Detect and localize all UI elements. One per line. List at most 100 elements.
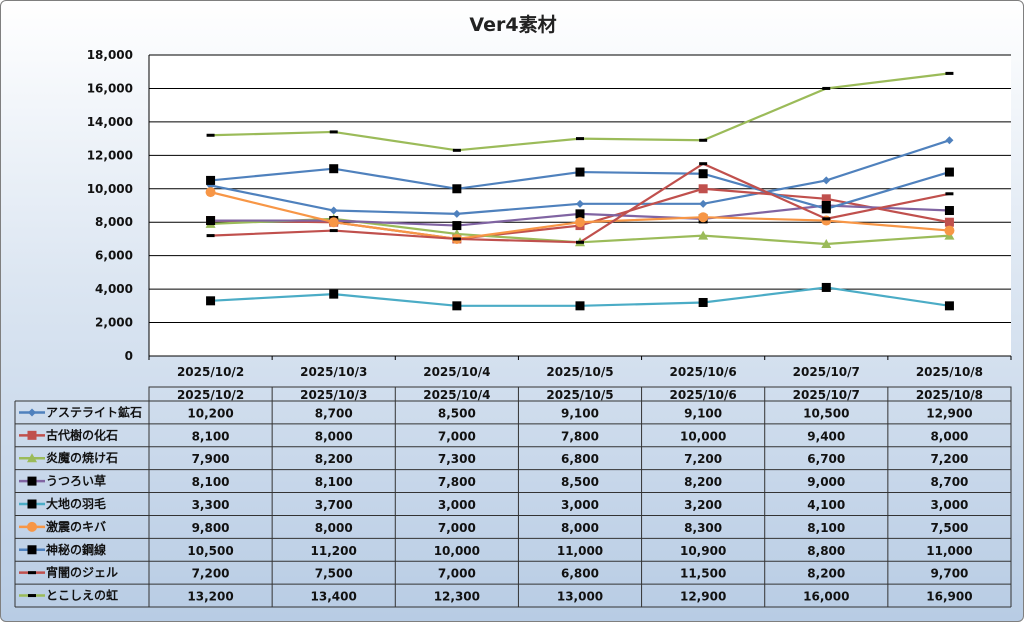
table-cell: 6,700 bbox=[807, 452, 845, 466]
table-cell: 9,100 bbox=[684, 406, 722, 420]
data-point bbox=[944, 206, 954, 216]
y-tick-label: 18,000 bbox=[87, 48, 133, 62]
table-row-label: とこしえの虹 bbox=[46, 588, 118, 603]
legend-key-marker bbox=[28, 571, 36, 575]
data-point bbox=[698, 297, 708, 307]
table-row-label: 大地の羽毛 bbox=[46, 496, 106, 511]
data-point bbox=[699, 138, 708, 142]
series-6 bbox=[206, 164, 954, 214]
x-tick-label: 2025/10/7 bbox=[793, 365, 860, 379]
legend-key-marker bbox=[27, 476, 37, 486]
data-point bbox=[452, 221, 462, 231]
table-row-label: 古代樹の化石 bbox=[46, 427, 118, 442]
data-point bbox=[821, 194, 831, 204]
data-point bbox=[452, 209, 461, 218]
table-cell: 8,700 bbox=[930, 475, 968, 489]
table-cell: 8,200 bbox=[684, 475, 722, 489]
data-point bbox=[821, 238, 832, 248]
table-cell: 7,200 bbox=[192, 567, 230, 581]
table-header-cell: 2025/10/6 bbox=[670, 388, 737, 402]
data-point bbox=[944, 225, 955, 236]
data-point bbox=[699, 199, 708, 208]
data-point bbox=[452, 148, 461, 152]
data-point bbox=[206, 175, 216, 185]
data-point bbox=[206, 133, 215, 137]
table-header-cell: 2025/10/4 bbox=[423, 388, 490, 402]
series-8 bbox=[206, 71, 954, 152]
table-cell: 16,000 bbox=[803, 590, 849, 604]
legend-key-marker bbox=[27, 453, 37, 463]
data-point bbox=[576, 199, 584, 208]
table-cell: 12,900 bbox=[680, 590, 726, 604]
data-point bbox=[944, 217, 954, 227]
data-point bbox=[205, 187, 216, 198]
table-header-cell: 2025/10/8 bbox=[916, 388, 983, 402]
table-cell: 13,200 bbox=[187, 590, 233, 604]
y-tick-label: 4,000 bbox=[95, 282, 133, 296]
series-0 bbox=[206, 136, 954, 218]
table-cell: 13,000 bbox=[557, 590, 603, 604]
data-point bbox=[945, 71, 954, 75]
table-cell: 9,100 bbox=[561, 406, 599, 420]
table-row-label: アステライト鉱石 bbox=[46, 404, 142, 419]
table-cell: 9,000 bbox=[807, 475, 845, 489]
table-header-cell: 2025/10/2 bbox=[177, 388, 244, 402]
data-point bbox=[698, 212, 709, 223]
data-point bbox=[206, 216, 216, 226]
table-cell: 7,800 bbox=[561, 429, 599, 443]
table-cell: 7,200 bbox=[684, 452, 722, 466]
table-cell: 3,700 bbox=[315, 498, 353, 512]
table-cell: 11,000 bbox=[557, 544, 603, 558]
table-cell: 8,200 bbox=[807, 567, 845, 581]
table-cell: 6,800 bbox=[561, 452, 599, 466]
data-point bbox=[576, 240, 584, 244]
data-point bbox=[206, 234, 215, 238]
table-cell: 8,700 bbox=[315, 406, 353, 420]
legend-key-marker bbox=[27, 499, 37, 509]
y-tick-label: 8,000 bbox=[95, 215, 133, 229]
table-cell: 10,500 bbox=[187, 544, 233, 558]
table-cell: 10,900 bbox=[680, 544, 726, 558]
table-cell: 8,000 bbox=[315, 521, 353, 535]
y-tick-label: 2,000 bbox=[95, 316, 133, 330]
data-point bbox=[206, 296, 216, 306]
table-cell: 8,100 bbox=[192, 429, 230, 443]
series-5 bbox=[205, 187, 955, 244]
table-cell: 4,100 bbox=[807, 498, 845, 512]
legend-key-marker bbox=[27, 521, 37, 532]
table-cell: 3,300 bbox=[192, 498, 230, 512]
table-cell: 10,000 bbox=[434, 544, 480, 558]
table-cell: 7,200 bbox=[930, 452, 968, 466]
y-tick-label: 6,000 bbox=[95, 249, 133, 263]
x-tick-label: 2025/10/6 bbox=[670, 365, 737, 379]
table-cell: 10,000 bbox=[680, 429, 726, 443]
table-row-label: 宵闇のジェル bbox=[46, 565, 118, 580]
data-point bbox=[822, 217, 831, 221]
data-point bbox=[328, 217, 339, 228]
data-point bbox=[329, 164, 339, 174]
table-cell: 8,000 bbox=[930, 429, 968, 443]
table-row-label: うつろい草 bbox=[46, 473, 106, 488]
data-point bbox=[698, 230, 709, 240]
series-4 bbox=[206, 282, 954, 311]
data-point bbox=[944, 167, 954, 177]
table-header-cell: 2025/10/7 bbox=[793, 388, 860, 402]
data-point bbox=[329, 289, 339, 299]
table-cell: 8,200 bbox=[315, 452, 353, 466]
data-point bbox=[329, 130, 338, 134]
table-cell: 7,300 bbox=[438, 452, 476, 466]
table-cell: 10,200 bbox=[187, 406, 233, 420]
table-cell: 8,000 bbox=[561, 521, 599, 535]
data-point bbox=[698, 184, 708, 194]
data-point bbox=[329, 229, 338, 233]
legend-key-marker bbox=[28, 408, 36, 417]
table-cell: 11,200 bbox=[311, 544, 357, 558]
data-point bbox=[944, 301, 954, 311]
y-tick-label: 16,000 bbox=[87, 81, 133, 95]
data-point bbox=[452, 237, 461, 241]
table-cell: 13,400 bbox=[311, 590, 357, 604]
table-cell: 8,300 bbox=[684, 521, 722, 535]
data-table: 2025/10/2 2025/10/3 2025/10/4 2025/10/5 2025… bbox=[14, 386, 1012, 608]
table-cell: 11,000 bbox=[926, 544, 972, 558]
